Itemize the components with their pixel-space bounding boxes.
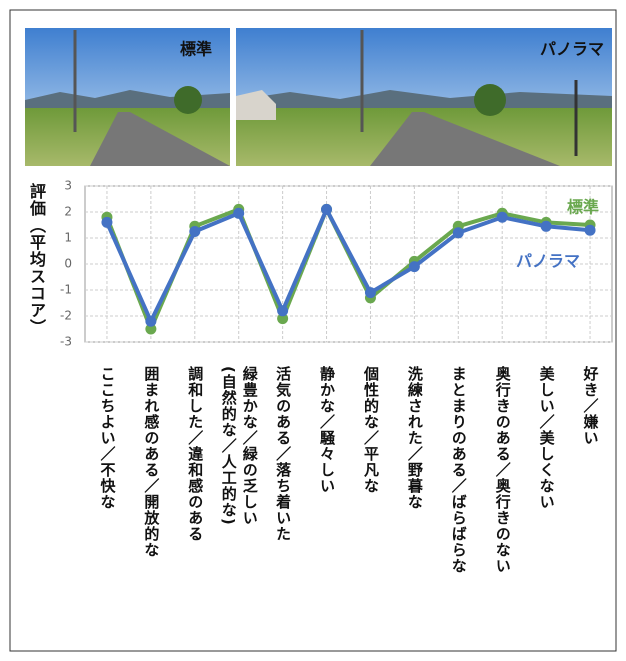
x-tick-label: 活気のある／落ち着いた: [274, 366, 293, 542]
y-tick-label: 2: [64, 205, 72, 219]
x-tick-label: 好き／嫌い: [581, 366, 600, 446]
y-tick-label: -3: [60, 335, 72, 349]
point: [452, 227, 464, 239]
point: [277, 313, 289, 325]
point: [408, 261, 420, 273]
x-tick-label: 調和した／違和感のある: [186, 366, 205, 542]
y-tick-label: 0: [64, 257, 72, 271]
x-tick-label: まとまりのある／ばらばらな: [449, 366, 468, 574]
photo-panorama: [236, 28, 612, 166]
y-tick-label: 3: [64, 179, 72, 193]
x-tick-label: 奥行きのある／奥行きのない: [493, 366, 512, 574]
photo-standard: [25, 28, 230, 166]
point: [233, 207, 245, 219]
series-line: [105, 207, 591, 324]
y-tick-label: -2: [60, 309, 72, 323]
point: [189, 226, 201, 237]
x-tick-label: 緑豊かな／緑の乏しい (自然的な／人工的な): [219, 366, 259, 526]
point: [496, 211, 508, 223]
point: [145, 315, 157, 327]
point: [145, 323, 157, 335]
y-axis-label: 評価（平均スコア）: [27, 183, 46, 336]
point: [101, 216, 113, 228]
x-tick-label: 美しい／美しくない: [537, 366, 556, 510]
y-tick-label: -1: [60, 283, 72, 297]
point: [584, 224, 596, 236]
point: [364, 287, 376, 299]
legend-label: 標準: [567, 198, 599, 217]
photo-label: パノラマ: [540, 40, 604, 59]
point: [540, 220, 552, 232]
point: [321, 203, 333, 215]
x-tick-label: 囲まれ感のある／開放的な: [142, 366, 161, 558]
photo-label: 標準: [180, 40, 212, 59]
legend-label: パノラマ: [516, 252, 580, 271]
frame: [9, 9, 617, 652]
x-tick-label: ここちよい／不快な: [98, 366, 117, 510]
x-tick-label: 洗練された／野暮な: [405, 366, 424, 510]
x-tick-label: 個性的な／平凡な: [361, 366, 380, 494]
x-tick-label: 静かな／騒々しい: [318, 366, 337, 494]
y-tick-label: 1: [64, 231, 72, 245]
point: [277, 305, 289, 317]
